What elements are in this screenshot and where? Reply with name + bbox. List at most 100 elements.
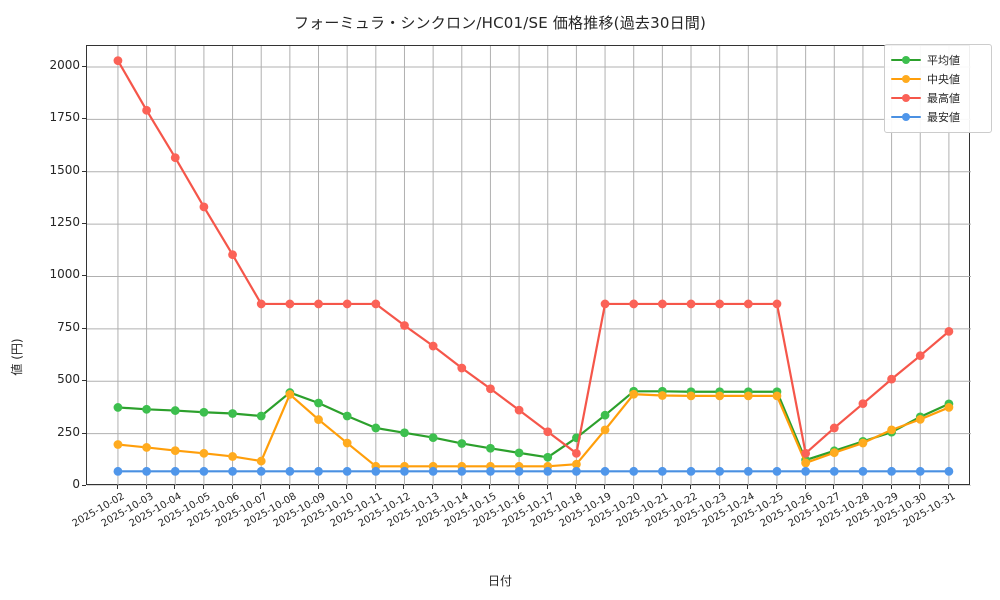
data-point: [915, 466, 925, 476]
data-point: [457, 439, 467, 448]
data-point: [142, 404, 151, 414]
y-tick-label: 1500: [49, 162, 80, 177]
x-tick-mark: [947, 485, 949, 489]
data-point: [572, 459, 581, 469]
legend-swatch-icon: [891, 92, 921, 104]
data-point: [113, 56, 123, 66]
legend-label: 最高値: [927, 91, 960, 105]
x-tick-mark: [403, 485, 405, 489]
data-point: [142, 105, 151, 115]
data-point: [858, 466, 868, 476]
y-tick-mark: [82, 170, 86, 172]
data-point: [314, 398, 323, 408]
data-point: [256, 466, 266, 476]
data-point: [113, 440, 123, 449]
series-3: [113, 56, 954, 458]
y-tick-label: 2000: [49, 57, 80, 72]
data-point: [686, 466, 696, 476]
legend-swatch-icon: [891, 111, 921, 123]
data-point: [285, 299, 295, 309]
x-tick-mark: [231, 485, 233, 489]
data-point: [629, 466, 639, 476]
plot-area: [86, 45, 971, 486]
data-point: [142, 466, 151, 476]
x-tick-mark: [489, 485, 491, 489]
data-point: [314, 466, 323, 476]
data-point: [113, 466, 123, 476]
data-point: [342, 438, 352, 448]
data-point: [486, 443, 495, 453]
x-tick-mark: [804, 485, 806, 489]
legend-item-4[interactable]: 最安値: [891, 107, 985, 126]
data-point: [113, 403, 123, 412]
x-tick-mark: [432, 485, 434, 489]
y-axis-tick-labels: 0 250 500 750 1000 1250 1500 1750 2000: [22, 0, 80, 600]
data-point: [228, 466, 237, 476]
data-point: [887, 374, 896, 384]
data-point: [342, 466, 352, 476]
data-point: [657, 299, 667, 309]
data-point: [228, 409, 237, 418]
data-point: [400, 321, 409, 330]
legend-item-3[interactable]: 最高値: [891, 88, 985, 107]
data-point: [944, 466, 954, 476]
data-point: [514, 466, 524, 476]
data-point: [915, 351, 925, 361]
grid-lines: [87, 46, 971, 486]
data-point: [772, 391, 782, 401]
data-point: [170, 406, 180, 415]
data-point: [199, 448, 209, 458]
data-point: [772, 299, 782, 309]
y-tick-mark: [82, 275, 86, 277]
data-point: [858, 438, 868, 448]
data-point: [400, 466, 409, 476]
legend-dot-icon: [902, 112, 910, 121]
data-point: [199, 202, 209, 212]
data-point: [228, 250, 237, 260]
data-point: [715, 299, 725, 309]
data-point: [314, 299, 323, 309]
data-series-layer: [113, 56, 954, 476]
data-point: [829, 448, 839, 458]
legend-swatch-icon: [891, 54, 921, 66]
x-tick-mark: [202, 485, 204, 489]
data-point: [543, 427, 553, 437]
legend-label: 最安値: [927, 110, 960, 124]
legend-label: 平均値: [927, 53, 960, 67]
data-point: [686, 391, 696, 401]
data-point: [801, 466, 811, 476]
x-tick-mark: [575, 485, 577, 489]
data-point: [428, 341, 438, 351]
legend-item-1[interactable]: 平均値: [891, 50, 985, 69]
y-tick-label: 750: [57, 319, 80, 334]
data-point: [199, 407, 209, 417]
legend-item-2[interactable]: 中央値: [891, 69, 985, 88]
data-point: [486, 466, 495, 476]
data-point: [371, 299, 381, 309]
y-tick-label: 1000: [49, 267, 80, 282]
data-point: [715, 391, 725, 401]
chart-legend: 平均値中央値最高値最安値: [884, 44, 992, 133]
x-tick-mark: [174, 485, 176, 489]
data-point: [801, 458, 811, 468]
series-1: [113, 386, 954, 465]
data-point: [142, 443, 151, 452]
data-point: [743, 299, 753, 309]
x-tick-mark: [718, 485, 720, 489]
data-point: [371, 423, 381, 433]
y-tick-mark: [82, 432, 86, 434]
data-point: [256, 299, 266, 309]
data-point: [170, 153, 180, 163]
y-tick-label: 500: [57, 372, 80, 387]
data-point: [944, 326, 954, 336]
x-tick-mark: [890, 485, 892, 489]
x-tick-mark: [747, 485, 749, 489]
data-point: [400, 428, 409, 438]
data-point: [285, 390, 295, 399]
y-tick-label: 250: [57, 424, 80, 439]
data-point: [772, 466, 782, 476]
data-point: [285, 466, 295, 476]
x-tick-mark: [460, 485, 462, 489]
data-point: [199, 466, 209, 476]
